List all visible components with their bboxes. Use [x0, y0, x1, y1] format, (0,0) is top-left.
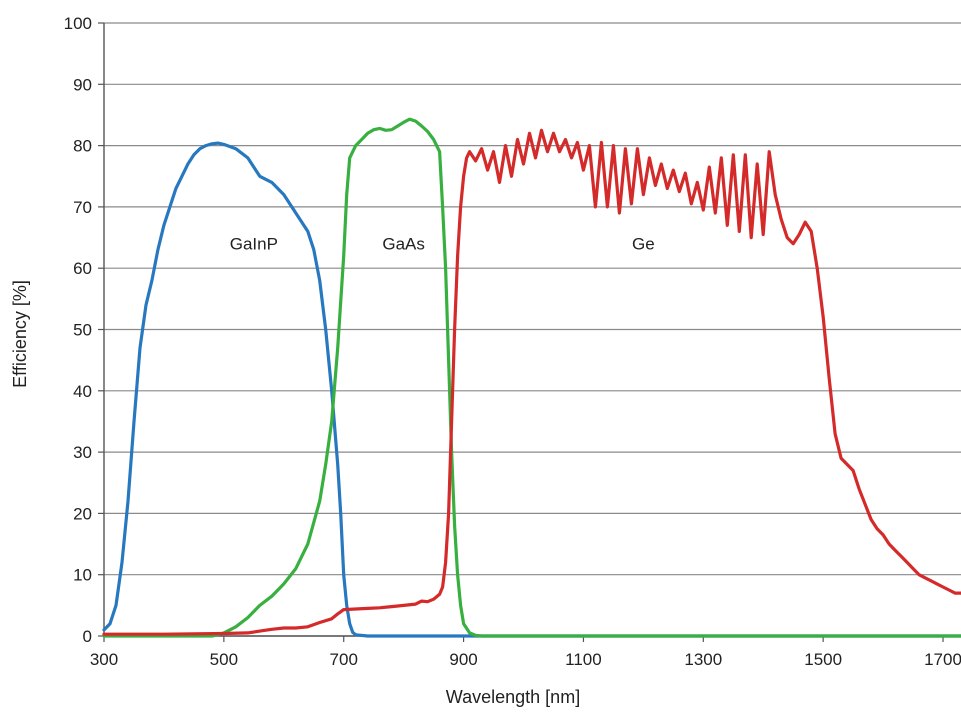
x-tick-label: 1700 [924, 650, 961, 669]
x-tick-label: 1100 [565, 650, 602, 669]
x-tick-label: 300 [90, 650, 118, 669]
x-tick-label: 500 [210, 650, 238, 669]
y-tick-label: 20 [73, 504, 92, 523]
series-line-gaas [102, 117, 961, 638]
series-label-gaas: GaAs [382, 235, 425, 254]
x-tick-label: 1300 [684, 650, 722, 669]
y-tick-label: 40 [73, 382, 92, 401]
x-tick-label: 900 [449, 650, 477, 669]
axes [98, 22, 961, 642]
series-line-gainp [102, 141, 961, 638]
series-label-ge: Ge [632, 235, 655, 254]
y-tick-label: 90 [73, 75, 92, 94]
y-tick-label: 60 [73, 259, 92, 278]
y-axis-label: Efficiency [%] [10, 280, 30, 388]
x-tick-labels: 300 500 700 900 1100 1300 1500 1700 [90, 650, 961, 669]
x-axis-label: Wavelength [nm] [446, 687, 580, 707]
series-label-gainp: GaInP [230, 235, 278, 254]
y-tick-label: 80 [73, 137, 92, 156]
y-tick-label: 50 [73, 321, 92, 340]
series-lines [102, 117, 961, 638]
series-labels: GaInP GaAs Ge [230, 235, 655, 254]
y-tick-label: 70 [73, 198, 92, 217]
y-tick-label: 0 [83, 627, 92, 646]
x-tick-label: 700 [330, 650, 358, 669]
series-line-ge [102, 128, 961, 636]
y-tick-labels: 0 10 20 30 40 50 60 70 80 90 100 [64, 14, 92, 646]
x-tick-label: 1500 [804, 650, 842, 669]
gridlines [104, 22, 961, 637]
y-tick-label: 100 [64, 14, 92, 33]
y-tick-label: 30 [73, 443, 92, 462]
y-tick-label: 10 [73, 566, 92, 585]
